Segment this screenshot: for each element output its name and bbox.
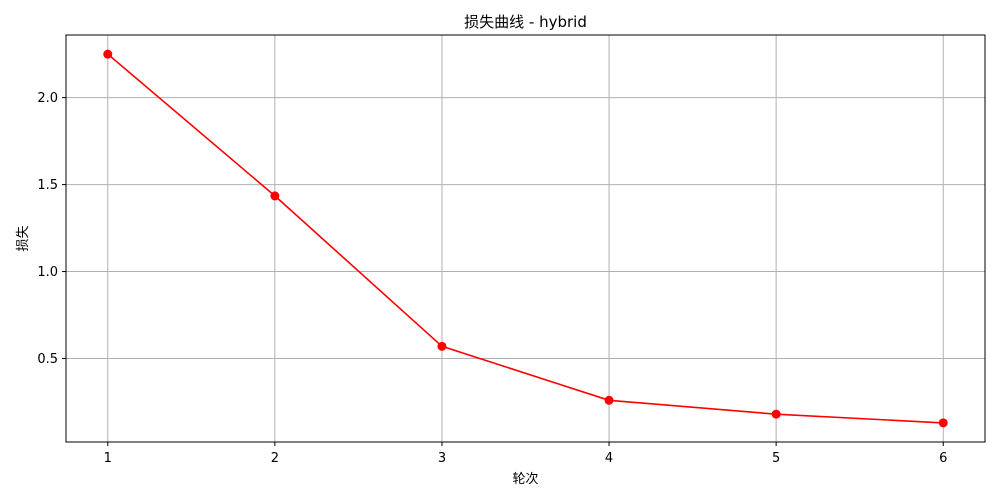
y-tick-label: 0.5 bbox=[37, 352, 58, 367]
y-tick-label: 2.0 bbox=[37, 91, 58, 106]
data-point bbox=[270, 191, 280, 201]
chart-title: 损失曲线 - hybrid bbox=[464, 13, 587, 31]
grid bbox=[66, 35, 985, 442]
data-point bbox=[604, 395, 614, 405]
series-layer bbox=[103, 49, 948, 428]
data-point bbox=[437, 341, 447, 351]
data-point bbox=[938, 418, 948, 428]
y-tick-label: 1.5 bbox=[37, 178, 58, 193]
ticks: 1 2 3 4 5 6 0.5 1.0 1.5 2.0 bbox=[37, 91, 947, 466]
x-tick-label: 1 bbox=[104, 451, 112, 466]
data-point bbox=[771, 409, 781, 419]
x-tick-label: 5 bbox=[772, 451, 780, 466]
series-line bbox=[107, 53, 944, 424]
x-tick-label: 4 bbox=[605, 451, 613, 466]
data-point bbox=[103, 49, 113, 59]
x-tick-label: 2 bbox=[271, 451, 279, 466]
x-tick-label: 6 bbox=[939, 451, 947, 466]
y-axis-label: 损失 bbox=[16, 225, 31, 251]
x-tick-label: 3 bbox=[438, 451, 446, 466]
x-axis-label: 轮次 bbox=[512, 471, 538, 487]
plot-frame bbox=[65, 34, 986, 443]
y-tick-label: 1.0 bbox=[37, 265, 58, 280]
